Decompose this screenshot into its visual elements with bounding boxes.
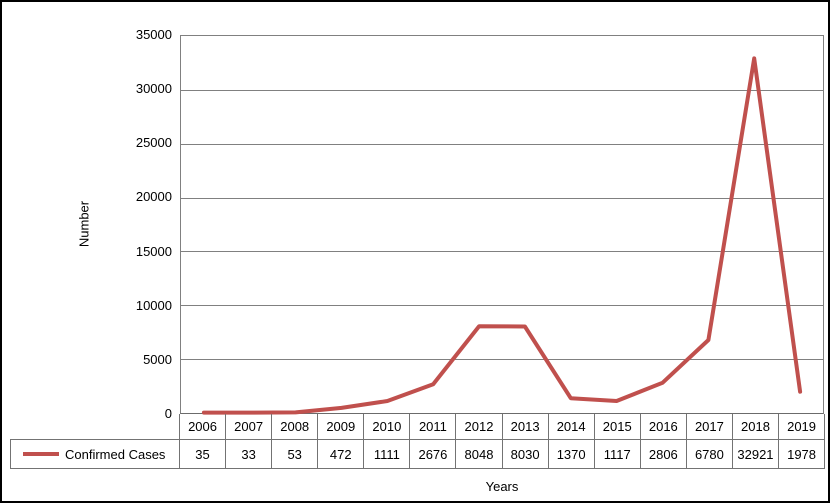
data-table-years-row: 2006 2007 2008 2009 2010 2011 2012 2013 2014 2015… (179, 414, 826, 440)
year-cell: 2007 (226, 414, 273, 440)
legend-line-swatch-icon (23, 452, 59, 456)
year-cell: 2013 (502, 414, 549, 440)
year-cell: 2008 (272, 414, 319, 440)
y-tick-label: 25000 (135, 135, 172, 151)
y-tick-labels: 0 5000 10000 15000 20000 25000 30000 35000 (2, 2, 172, 501)
gridline (181, 143, 823, 145)
value-cell: 2806 (640, 440, 687, 469)
gridline (181, 89, 823, 91)
value-cell: 33 (226, 440, 273, 469)
y-tick-label: 5000 (143, 351, 172, 367)
gridline (181, 197, 823, 199)
year-cell: 2019 (779, 414, 826, 440)
year-cell: 2017 (686, 414, 733, 440)
value-cell: 32921 (732, 440, 780, 469)
plot-area (180, 35, 824, 415)
value-cell: 2676 (410, 440, 457, 469)
data-table-values-row: 35 33 53 472 1111 2676 8048 8030 1370 1117 2806 678… (179, 440, 826, 469)
year-cell: 2006 (180, 414, 227, 440)
value-cell: 472 (318, 440, 365, 469)
year-cell: 2011 (410, 414, 457, 440)
y-tick-label: 0 (164, 406, 172, 421)
value-cell: 6780 (686, 440, 733, 469)
year-cell: 2009 (318, 414, 365, 440)
y-tick-label: 30000 (135, 81, 172, 97)
y-tick-label: 20000 (135, 189, 172, 205)
value-cell: 8030 (502, 440, 549, 469)
y-tick-label: 10000 (135, 297, 172, 313)
gridline (181, 251, 823, 253)
series-line-svg (201, 56, 803, 415)
value-cell: 1978 (779, 440, 826, 469)
value-cell: 1111 (364, 440, 411, 469)
value-cell: 35 (180, 440, 227, 469)
year-cell: 2012 (456, 414, 503, 440)
legend-cell: Confirmed Cases (10, 439, 180, 469)
legend-label: Confirmed Cases (65, 446, 166, 462)
y-tick-label: 35000 (135, 27, 172, 42)
year-cell: 2016 (640, 414, 687, 440)
year-cell: 2015 (594, 414, 641, 440)
x-axis-title: Years (485, 479, 519, 494)
confirmed-cases-line (201, 56, 803, 415)
value-cell: 8048 (456, 440, 503, 469)
year-cell: 2014 (548, 414, 595, 440)
gridline (181, 359, 823, 361)
year-cell: 2018 (732, 414, 780, 440)
y-tick-label: 15000 (135, 243, 172, 259)
value-cell: 1370 (548, 440, 595, 469)
value-cell: 1117 (594, 440, 641, 469)
gridline (181, 305, 823, 307)
year-cell: 2010 (364, 414, 411, 440)
value-cell: 53 (272, 440, 319, 469)
